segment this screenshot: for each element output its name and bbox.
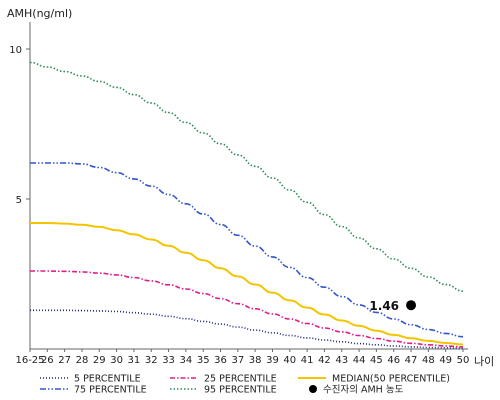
x-tick-label: 26 (41, 355, 54, 366)
series-line-p75 (30, 162, 464, 338)
x-tick-label: 28 (76, 355, 89, 366)
y-tick-label: 10 (9, 45, 22, 56)
x-tick-label: 47 (405, 355, 418, 366)
x-tick-label: 34 (180, 355, 193, 366)
patient-amh-point (406, 300, 417, 311)
x-tick-label: 36 (214, 355, 227, 366)
x-tick-label: 32 (145, 355, 158, 366)
x-tick-label: 16-25 (15, 355, 44, 366)
x-tick-label: 35 (197, 355, 210, 366)
series-line-median (29, 222, 464, 346)
x-tick-label: 33 (162, 355, 175, 366)
patient-amh-label: 1.46 (369, 299, 399, 313)
x-tick-label: 29 (93, 355, 106, 366)
series-lines (29, 61, 464, 349)
x-tick-label: 37 (231, 355, 244, 366)
legend: 5 PERCENTILE 25 PERCENTILE MEDIAN(50 PERCE… (40, 374, 450, 396)
series-line-p95 (29, 61, 464, 292)
legend-label-p95: 95 PERCENTILE (204, 385, 277, 396)
series-line-p5 (30, 309, 464, 349)
series-line-p25 (29, 270, 464, 348)
x-tick-label: 38 (249, 355, 262, 366)
x-tick-label: 43 (335, 355, 348, 366)
x-tick-label: 30 (110, 355, 123, 366)
y-tick-label: 5 (16, 195, 22, 206)
x-tick-label: 45 (370, 355, 383, 366)
x-tick-label: 31 (128, 355, 141, 366)
x-tick-label: 49 (439, 355, 452, 366)
legend-label-p5: 5 PERCENTILE (74, 374, 141, 385)
patient-marker: 1.46 (369, 299, 417, 313)
y-ticks: 5 10 (9, 45, 30, 206)
x-tick-label: 40 (283, 355, 296, 366)
legend-swatch-point (309, 385, 317, 393)
y-axis-title: AMH(ng/ml) (7, 7, 72, 20)
x-tick-label: 50 (457, 355, 470, 366)
x-tick-label: 27 (58, 355, 71, 366)
legend-label-p25: 25 PERCENTILE (204, 374, 277, 385)
x-tick-label: 46 (387, 355, 400, 366)
x-tick-label: 44 (353, 355, 366, 366)
x-tick-label: 42 (318, 355, 331, 366)
x-axis-title: 나이 (474, 355, 494, 368)
x-tick-label: 41 (301, 355, 314, 366)
legend-label-median: MEDIAN(50 PERCENTILE) (332, 374, 450, 385)
legend-label-point: 수진자의 AMH 농도 (323, 385, 404, 396)
legend-label-p75: 75 PERCENTILE (74, 385, 147, 396)
x-tick-label: 39 (266, 355, 279, 366)
x-tick-label: 48 (422, 355, 435, 366)
